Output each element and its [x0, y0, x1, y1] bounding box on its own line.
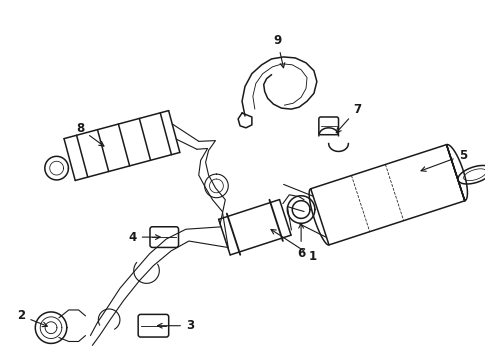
Text: 3: 3: [157, 319, 194, 332]
Text: 6: 6: [296, 224, 305, 260]
Text: 1: 1: [270, 229, 316, 263]
Text: 8: 8: [76, 122, 104, 146]
Text: 9: 9: [273, 34, 284, 68]
Text: 4: 4: [128, 231, 160, 244]
Text: 7: 7: [336, 103, 361, 133]
Text: 2: 2: [17, 309, 47, 327]
Text: 5: 5: [420, 149, 466, 171]
